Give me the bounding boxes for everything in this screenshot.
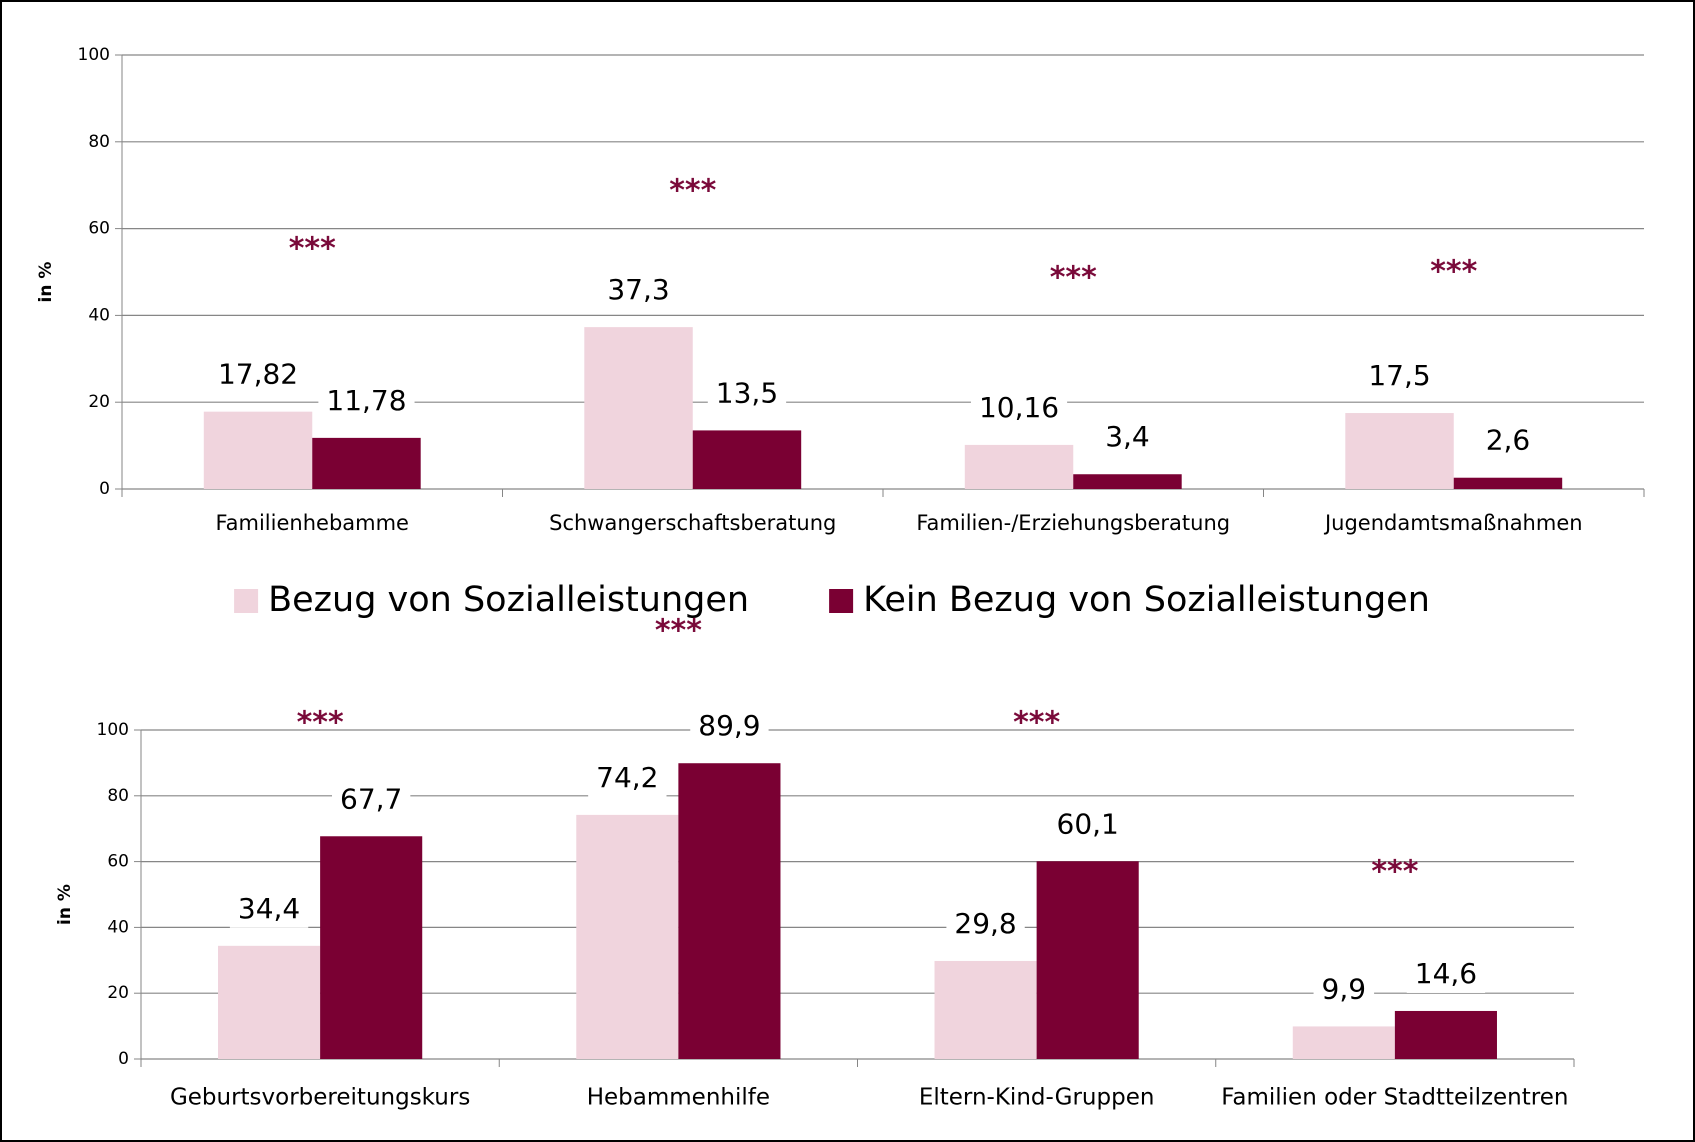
- bar: [203, 411, 313, 489]
- data-label: 37,3: [607, 273, 669, 306]
- bar: [218, 945, 321, 1059]
- y-tick-label: 100: [97, 720, 129, 740]
- y-tick-label: 20: [88, 392, 110, 412]
- label-bg: [588, 760, 667, 797]
- x-tick-label: Schwangerschaftsberatung: [549, 511, 836, 535]
- bar: [1292, 1026, 1395, 1059]
- data-label: 17,5: [1368, 359, 1430, 392]
- y-axis-label: in %: [36, 262, 56, 303]
- bar: [1073, 474, 1182, 489]
- bar: [1453, 477, 1563, 489]
- y-tick-label: 60: [88, 219, 110, 239]
- data-label: 60,1: [1057, 807, 1119, 840]
- x-tick-label: Geburtsvorbereitungskurs: [170, 1085, 470, 1111]
- bar: [312, 437, 421, 489]
- annotation: ***: [1050, 261, 1097, 296]
- label-bg: [229, 891, 309, 928]
- label-bg: [1313, 972, 1375, 1009]
- bar: [692, 430, 802, 489]
- data-label: 89,9: [698, 709, 760, 742]
- bar: [1394, 1010, 1497, 1059]
- annotation: ***: [289, 232, 336, 267]
- x-tick-label: Jugendamtsmaßnahmen: [1323, 511, 1583, 535]
- x-tick-label: Familien oder Stadtteilzentren: [1221, 1085, 1568, 1111]
- label-bg: [1406, 956, 1486, 993]
- label-bg: [970, 390, 1068, 427]
- data-label: 10,16: [979, 391, 1059, 424]
- label-bg: [690, 709, 769, 746]
- annotation: ***: [1013, 706, 1060, 741]
- y-tick-label: 60: [107, 852, 129, 872]
- label-bg: [1097, 420, 1158, 457]
- x-tick-label: Hebammenhilfe: [587, 1085, 770, 1111]
- data-label: 17,82: [218, 358, 298, 391]
- bar: [320, 836, 423, 1059]
- label-bg: [318, 383, 415, 420]
- legend-label: Kein Bezug von Sozialleistungen: [863, 580, 1430, 620]
- x-tick-label: Familienhebamme: [216, 511, 409, 535]
- bar: [1345, 413, 1454, 489]
- y-tick-label: 80: [107, 786, 129, 806]
- legend-label: Bezug von Sozialleistungen: [268, 580, 749, 620]
- label-bg: [1360, 359, 1439, 396]
- y-tick-label: 0: [99, 479, 110, 499]
- label-bg: [209, 357, 307, 394]
- x-tick-label: Familien-/Erziehungsberatung: [916, 511, 1230, 535]
- bar: [964, 444, 1074, 489]
- y-tick-label: 0: [118, 1049, 129, 1069]
- legend-swatch: [829, 589, 854, 613]
- bar: [678, 763, 781, 1059]
- data-label: 13,5: [716, 376, 778, 409]
- data-label: 67,7: [340, 782, 402, 815]
- y-tick-label: 100: [78, 45, 110, 65]
- data-label: 2,6: [1486, 424, 1531, 457]
- bar: [576, 814, 679, 1059]
- annotation: ***: [669, 174, 716, 209]
- data-label: 14,6: [1415, 957, 1477, 990]
- data-label: 34,4: [238, 892, 300, 925]
- bar: [584, 327, 693, 489]
- label-bg: [946, 906, 1025, 943]
- data-label: 11,78: [326, 384, 406, 417]
- label-bg: [1477, 423, 1539, 460]
- annotation: ***: [1371, 855, 1418, 890]
- bar: [934, 960, 1037, 1059]
- annotation: ***: [1430, 255, 1477, 290]
- label-bg: [332, 782, 411, 819]
- bar: [1036, 861, 1139, 1059]
- legend-swatch: [234, 589, 259, 613]
- y-tick-label: 80: [88, 132, 110, 152]
- data-label: 29,8: [954, 907, 1016, 940]
- label-bg: [599, 273, 678, 310]
- annotation: ***: [297, 706, 344, 741]
- label-bg: [1048, 807, 1127, 844]
- data-label: 74,2: [596, 761, 658, 794]
- x-tick-label: Eltern-Kind-Gruppen: [919, 1085, 1155, 1111]
- y-tick-label: 40: [107, 917, 129, 937]
- y-axis-label: in %: [55, 884, 75, 925]
- data-label: 3,4: [1105, 420, 1150, 453]
- data-label: 9,9: [1322, 972, 1367, 1005]
- label-bg: [707, 376, 787, 413]
- annotation: ***: [655, 614, 702, 649]
- y-tick-label: 20: [107, 983, 129, 1003]
- y-tick-label: 40: [88, 305, 110, 325]
